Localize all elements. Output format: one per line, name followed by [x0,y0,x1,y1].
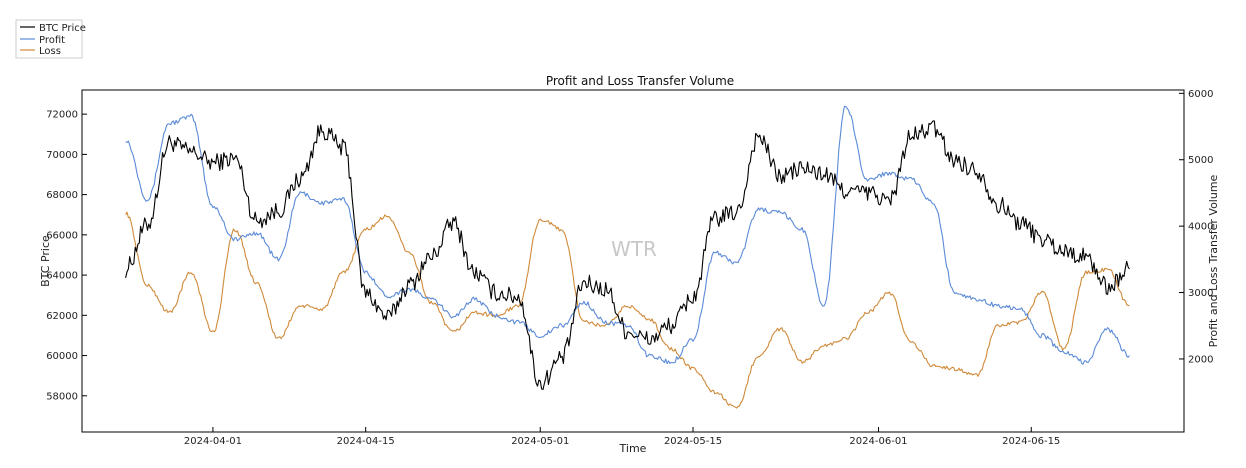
y-axis-ticks: 58000 60000 62000 64000 66000 68000 70000 72000 [46,110,87,402]
y-tick-label: 62000 [46,311,78,322]
x-axis-ticks: 2024-04-01 2024-04-15 2024-05-01 2024-05-15… [184,427,1060,447]
y-axis-label: BTC Price [39,235,52,287]
x-tick-label: 2024-05-15 [664,436,722,447]
y2-tick-label: 3000 [1188,288,1213,299]
y2-tick-label: 5000 [1188,155,1213,166]
y-tick-label: 66000 [46,230,78,241]
y-tick-label: 58000 [46,391,78,402]
legend-label-btc: BTC Price [39,23,86,34]
loss-line [125,211,1130,409]
legend-label-profit: Profit [39,35,65,46]
y-tick-label: 60000 [46,351,78,362]
profit-line [125,105,1130,365]
y-tick-label: 68000 [46,190,78,201]
y2-axis-label: Profit and Loss Transfer Volume [1207,174,1220,347]
y-tick-label: 72000 [46,110,78,121]
y2-tick-label: 4000 [1188,222,1213,233]
plot-frame [81,89,1185,433]
y2-axis-ticks: 2000 3000 4000 5000 6000 [1179,89,1213,365]
y2-tick-label: 2000 [1188,354,1213,365]
chart-title: Profit and Loss Transfer Volume [546,74,734,88]
y-tick-label: 70000 [46,150,78,161]
watermark: WTR [611,237,657,261]
series-layer [125,105,1130,409]
x-axis-label: Time [619,442,647,455]
legend: BTC Price Profit Loss [15,19,86,59]
y-tick-label: 64000 [46,271,78,282]
x-tick-label: 2024-05-01 [511,436,569,447]
y2-tick-label: 6000 [1188,89,1213,100]
x-tick-label: 2024-06-15 [1002,436,1060,447]
x-tick-label: 2024-04-15 [337,436,395,447]
legend-label-loss: Loss [39,46,61,57]
x-tick-label: 2024-06-01 [849,436,907,447]
btc-price-line [125,120,1130,391]
x-tick-label: 2024-04-01 [184,436,242,447]
